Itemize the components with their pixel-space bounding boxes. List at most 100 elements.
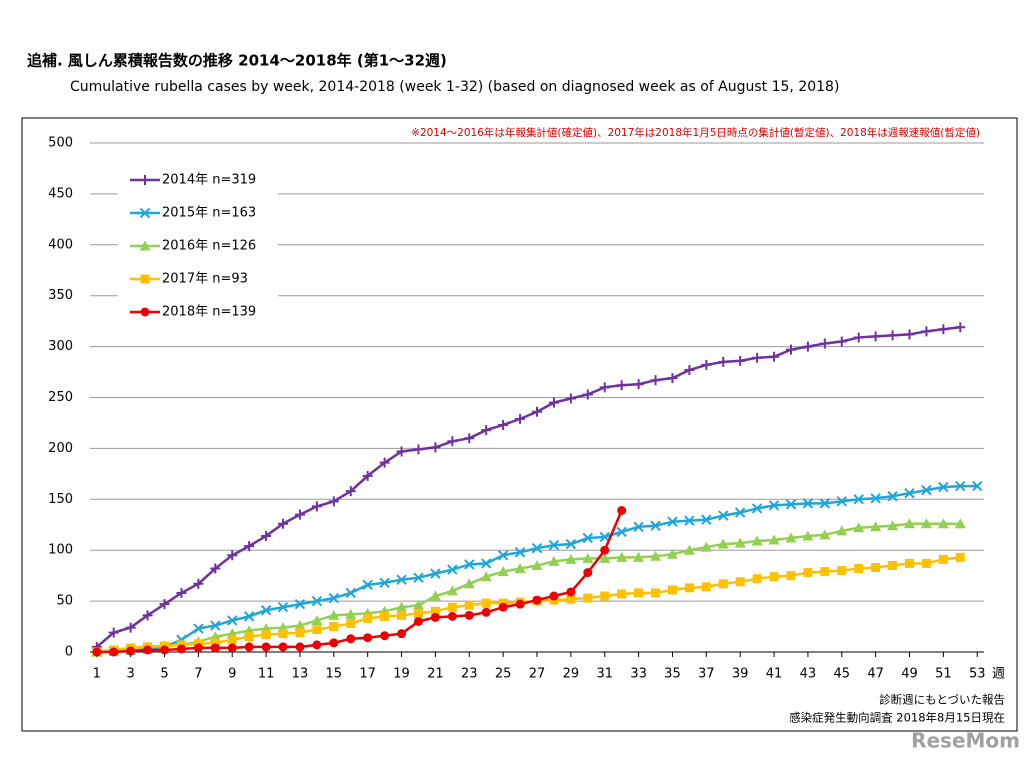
marker xyxy=(261,530,272,541)
marker xyxy=(430,612,440,622)
marker xyxy=(718,356,729,367)
marker xyxy=(531,542,543,554)
marker xyxy=(565,393,576,404)
x-tick-label: 35 xyxy=(664,667,681,682)
marker xyxy=(413,616,423,626)
marker xyxy=(701,514,712,525)
marker xyxy=(362,470,373,481)
marker xyxy=(362,579,373,591)
marker xyxy=(227,635,237,645)
marker xyxy=(870,521,882,532)
marker xyxy=(92,647,102,657)
marker xyxy=(160,645,169,655)
marker xyxy=(126,646,136,656)
marker xyxy=(717,538,729,549)
marker xyxy=(617,589,627,599)
marker xyxy=(820,567,830,577)
series-line xyxy=(96,510,623,654)
marker xyxy=(921,558,931,568)
x-axis-label: 週 xyxy=(992,667,1005,682)
footnote: 診断週にもとづいた報告 xyxy=(879,693,1005,707)
x-tick-label: 23 xyxy=(461,667,478,682)
marker xyxy=(734,507,746,518)
x-tick-label: 49 xyxy=(901,667,918,682)
marker xyxy=(413,608,423,618)
y-tick-label: 500 xyxy=(48,136,73,151)
marker xyxy=(244,541,255,552)
marker xyxy=(277,602,289,613)
marker xyxy=(464,610,474,620)
marker xyxy=(786,571,796,581)
marker xyxy=(802,530,814,541)
marker xyxy=(904,329,915,340)
x-tick-label: 33 xyxy=(630,667,647,682)
marker xyxy=(583,593,593,603)
marker xyxy=(429,590,441,601)
marker xyxy=(109,647,119,657)
x-tick-label: 13 xyxy=(292,667,309,682)
legend-label: 2015年 n=163 xyxy=(162,206,256,221)
marker xyxy=(176,644,186,654)
chart-subtitle: Cumulative rubella cases by week, 2014-2… xyxy=(70,79,839,95)
marker xyxy=(140,175,150,185)
marker xyxy=(380,631,390,641)
marker xyxy=(345,608,357,619)
series-line xyxy=(95,326,961,648)
marker xyxy=(532,595,542,605)
marker xyxy=(532,406,542,417)
marker xyxy=(937,518,949,529)
marker xyxy=(751,503,763,514)
marker xyxy=(463,578,475,589)
marker xyxy=(329,638,339,648)
marker xyxy=(261,630,271,640)
chart-title: 追補. 風しん累積報告数の推移 2014〜2018年 (第1〜32週) xyxy=(27,52,447,70)
series xyxy=(91,518,966,657)
marker xyxy=(481,598,491,608)
chart-frame xyxy=(21,117,1018,732)
marker xyxy=(819,338,830,349)
marker xyxy=(599,552,611,563)
marker xyxy=(887,330,898,341)
marker xyxy=(549,591,559,601)
marker xyxy=(616,551,628,562)
marker xyxy=(243,611,255,622)
marker xyxy=(294,509,305,520)
marker xyxy=(515,599,525,609)
y-tick-label: 200 xyxy=(48,441,73,456)
marker xyxy=(143,645,153,655)
marker xyxy=(125,622,136,633)
marker xyxy=(650,550,662,561)
marker xyxy=(515,413,526,424)
marker xyxy=(768,534,780,545)
marker xyxy=(837,566,847,576)
marker xyxy=(447,564,458,575)
marker xyxy=(345,587,356,599)
x-tick-label: 1 xyxy=(93,667,101,682)
y-tick-label: 0 xyxy=(65,645,73,660)
marker xyxy=(311,614,323,625)
marker xyxy=(227,615,238,626)
marker xyxy=(633,551,645,562)
x-tick-label: 39 xyxy=(732,667,749,682)
marker xyxy=(548,397,559,408)
marker xyxy=(464,433,475,444)
marker xyxy=(244,642,254,652)
x-tick-label: 51 xyxy=(935,667,952,682)
marker xyxy=(328,496,339,507)
marker xyxy=(718,510,729,521)
marker xyxy=(870,493,881,504)
marker xyxy=(498,602,508,612)
marker xyxy=(261,642,271,652)
marker xyxy=(752,574,762,584)
marker xyxy=(566,594,576,604)
marker xyxy=(955,552,965,562)
marker xyxy=(785,499,797,510)
x-tick-label: 37 xyxy=(698,667,715,682)
marker xyxy=(600,591,610,601)
x-tick-label: 25 xyxy=(495,667,512,682)
marker xyxy=(278,629,288,639)
marker xyxy=(769,351,780,362)
y-tick-label: 150 xyxy=(48,492,73,507)
